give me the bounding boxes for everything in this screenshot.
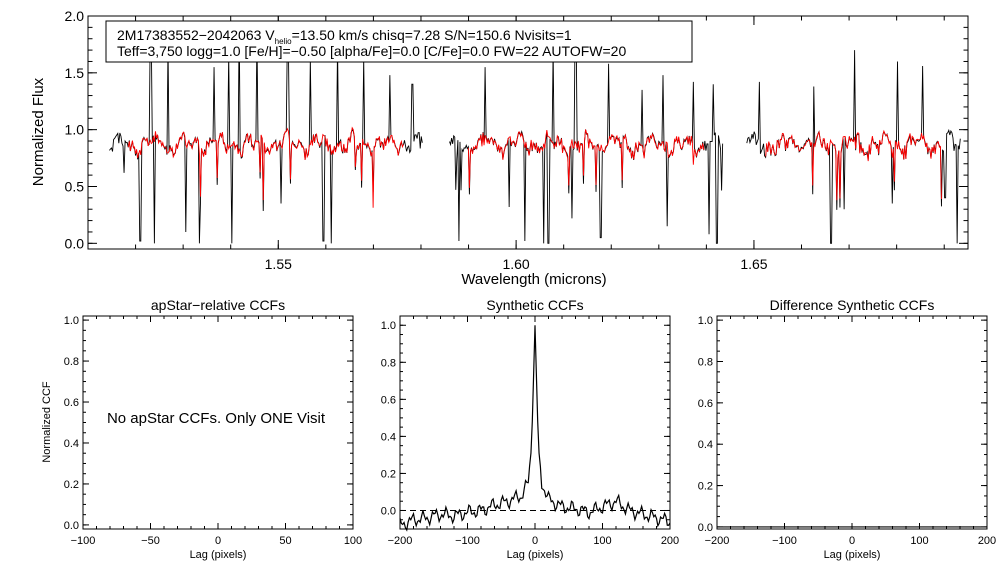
spectrum-ylabel: Normalized Flux bbox=[30, 77, 47, 186]
difference-panel: −200 −100 0 100 200 0.0 0.2 0.4 0.6 0.8 1.0 Differ… bbox=[698, 297, 996, 561]
x-tick-label: 200 bbox=[661, 535, 679, 547]
spectrum-traces bbox=[109, 21, 961, 244]
y-tick-label: 0.4 bbox=[64, 438, 79, 450]
apstar-xlabel: Lag (pixels) bbox=[190, 549, 247, 561]
y-tick-label: 0.8 bbox=[64, 356, 79, 368]
x-tick-label: 1.55 bbox=[265, 256, 292, 272]
difference-title: Difference Synthetic CCFs bbox=[770, 297, 935, 313]
x-tick-label: 100 bbox=[593, 535, 611, 547]
x-tick-label: −50 bbox=[141, 535, 160, 547]
x-tick-label: −100 bbox=[71, 535, 96, 547]
y-tick-label: 0.4 bbox=[698, 439, 713, 451]
y-tick-label: 0.8 bbox=[381, 357, 396, 369]
y-tick-label: 0.0 bbox=[65, 235, 85, 251]
y-tick-label: 1.5 bbox=[65, 65, 85, 81]
synthetic-panel: −200 −100 0 100 200 0.0 0.2 0.4 0.6 0.8 1.0 Synthe… bbox=[381, 297, 679, 561]
y-tick-label: 0.6 bbox=[381, 394, 396, 406]
model-spectrum-line bbox=[127, 126, 404, 208]
x-tick-label: 100 bbox=[910, 535, 928, 547]
info-line-2: Teff=3,750 logg=1.0 [Fe/H]=−0.50 [alpha/… bbox=[117, 43, 626, 59]
difference-frame bbox=[716, 315, 988, 530]
y-tick-label: 0.0 bbox=[698, 522, 713, 534]
info-line-1: 2M17383552−2042063 Vhelio=13.50 km/s chi… bbox=[117, 27, 572, 46]
spectrum-frame bbox=[87, 15, 969, 250]
synthetic-xlabel: Lag (pixels) bbox=[507, 549, 564, 561]
x-tick-label: −200 bbox=[705, 535, 730, 547]
y-tick-label: 1.0 bbox=[65, 122, 85, 138]
model-spectrum-line bbox=[765, 129, 942, 201]
x-tick-label: −100 bbox=[455, 535, 480, 547]
y-tick-label: 1.0 bbox=[698, 315, 713, 327]
y-tick-label: 0.8 bbox=[698, 356, 713, 368]
y-tick-label: 0.0 bbox=[381, 505, 396, 517]
difference-xlabel: Lag (pixels) bbox=[824, 549, 881, 561]
y-tick-label: 0.6 bbox=[698, 398, 713, 410]
synthetic-frame bbox=[399, 315, 671, 530]
x-tick-label: 1.60 bbox=[502, 256, 529, 272]
apstar-panel: −100 −50 0 50 100 0.0 0.2 0.4 0.6 0.8 1.0 apStar−r… bbox=[41, 297, 362, 561]
y-tick-label: 1.0 bbox=[381, 320, 396, 332]
apstar-ylabel: Normalized CCF bbox=[41, 381, 53, 463]
y-tick-label: 0.0 bbox=[64, 520, 79, 532]
x-tick-label: 0 bbox=[215, 535, 221, 547]
y-tick-label: 0.2 bbox=[698, 481, 713, 493]
x-tick-label: −200 bbox=[388, 535, 413, 547]
x-tick-label: 200 bbox=[978, 535, 996, 547]
synthetic-ticks: −200 −100 0 100 200 0.0 0.2 0.4 0.6 0.8 1.0 bbox=[381, 316, 679, 547]
x-tick-label: 0 bbox=[849, 535, 855, 547]
y-tick-label: 0.6 bbox=[64, 397, 79, 409]
info-box-frame bbox=[105, 20, 693, 63]
y-tick-label: 0.2 bbox=[64, 479, 79, 491]
difference-ticks: −200 −100 0 100 200 0.0 0.2 0.4 0.6 0.8 1.0 bbox=[698, 315, 996, 547]
synthetic-title: Synthetic CCFs bbox=[486, 297, 583, 313]
y-tick-label: 1.0 bbox=[64, 315, 79, 327]
synthetic-ccf-line bbox=[399, 325, 671, 532]
model-spectrum-line bbox=[467, 129, 705, 188]
apstar-title: apStar−relative CCFs bbox=[151, 297, 285, 313]
apstar-annotation: No apStar CCFs. Only ONE Visit bbox=[107, 410, 326, 427]
info-box: 2M17383552−2042063 Vhelio=13.50 km/s chi… bbox=[105, 20, 693, 63]
apstar-ticks: −100 −50 0 50 100 0.0 0.2 0.4 0.6 0.8 1.0 bbox=[64, 315, 362, 547]
y-tick-label: 0.5 bbox=[65, 179, 85, 195]
x-tick-label: 0 bbox=[532, 535, 538, 547]
y-tick-label: 2.0 bbox=[65, 8, 85, 24]
x-tick-label: 50 bbox=[279, 535, 291, 547]
y-tick-label: 0.4 bbox=[381, 431, 396, 443]
x-tick-label: 1.65 bbox=[740, 256, 767, 272]
x-tick-label: 100 bbox=[344, 535, 362, 547]
spectrum-xlabel: Wavelength (microns) bbox=[461, 271, 606, 288]
y-tick-label: 0.2 bbox=[381, 468, 396, 480]
spectrum-panel: 1.55 1.60 1.65 0.0 0.5 1.0 1.5 2.0 2M17383552−2… bbox=[30, 8, 969, 288]
x-tick-label: −100 bbox=[772, 535, 797, 547]
synthetic-traces bbox=[399, 325, 671, 532]
